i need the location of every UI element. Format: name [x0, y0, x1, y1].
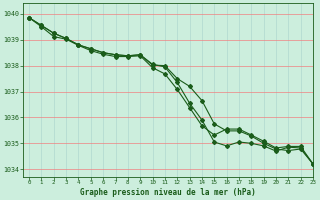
X-axis label: Graphe pression niveau de la mer (hPa): Graphe pression niveau de la mer (hPa)	[80, 188, 256, 197]
